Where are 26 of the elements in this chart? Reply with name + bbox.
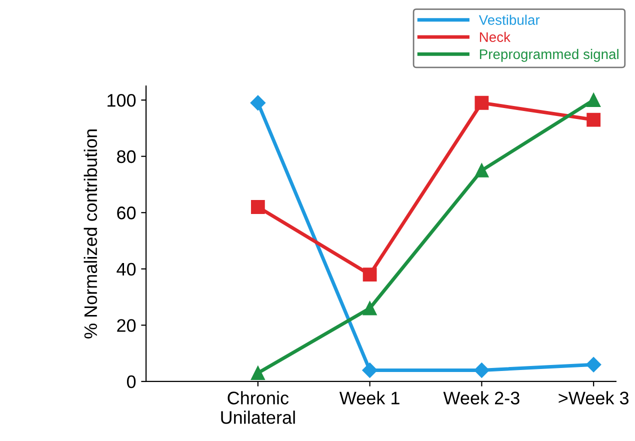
y-tick-label: 40 [116,262,136,276]
legend-label: Neck [480,32,510,42]
y-tick-label: 80 [117,150,136,164]
x-tick-label: Week 1 [339,391,400,404]
legend-label: Vestibular [478,14,540,25]
point [362,301,377,316]
point [474,362,490,378]
legend-label: Preprogrammed signal [480,48,618,62]
point [362,362,378,378]
x-tick-label: Week 2-3 [443,391,520,404]
y-tick-label: 20 [117,319,136,332]
point [362,268,377,282]
point [474,163,489,178]
point [586,112,601,127]
y-tick-label: 100 [108,94,136,107]
point [250,200,265,214]
point [250,366,265,380]
x-tick-label: >Week 3 [558,391,628,404]
x-tick-label: Chronic Unilateral [221,391,295,424]
point [586,357,602,372]
point [250,95,266,110]
point [586,93,601,108]
point [474,96,489,110]
y-tick-label: 0 [126,375,136,388]
y-tick-label: 60 [117,206,136,220]
y-axis-title: % Normalized contribution [84,130,98,338]
